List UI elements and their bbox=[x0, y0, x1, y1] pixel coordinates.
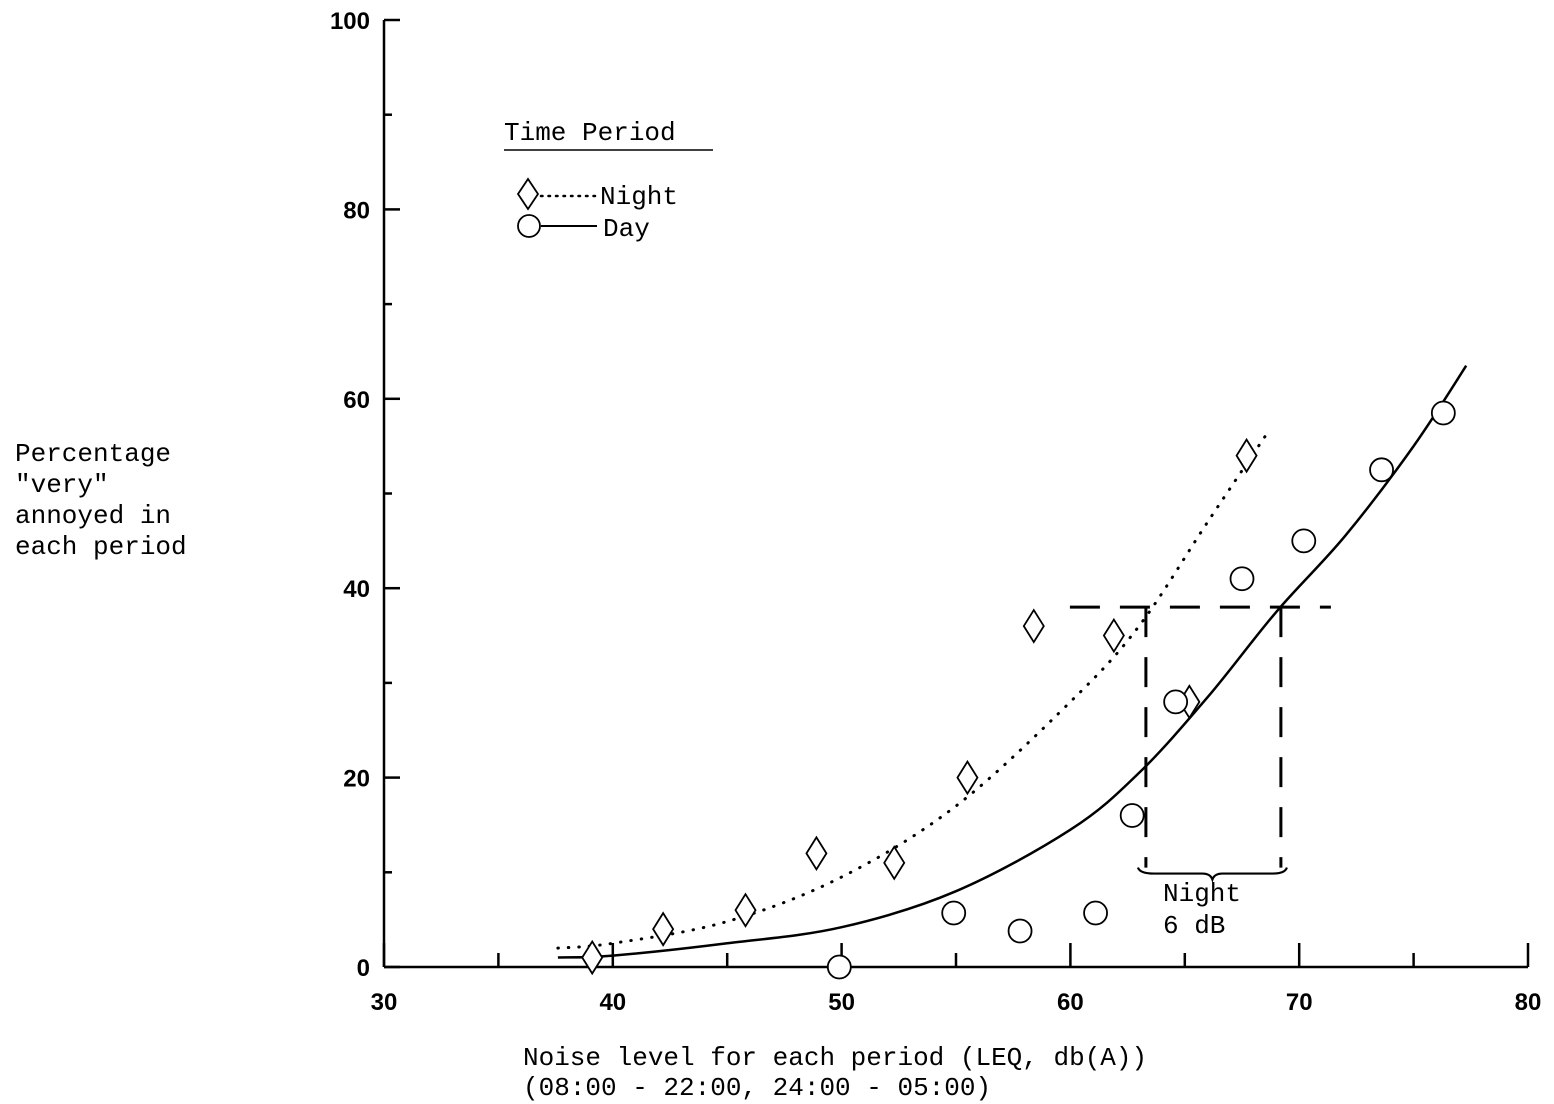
y-tick-label: 0 bbox=[357, 955, 370, 982]
fit-lines bbox=[556, 365, 1468, 959]
legend-title: Time Period bbox=[504, 118, 676, 148]
day-point bbox=[1007, 918, 1033, 944]
annotation-label-line: Night bbox=[1163, 879, 1241, 909]
x-tick-label: 70 bbox=[1286, 989, 1313, 1016]
annotation-label: Night 6 dB bbox=[1163, 879, 1257, 941]
y-tick-label: 80 bbox=[343, 197, 370, 224]
x-axis-label-line: Noise level for each period (LEQ, db(A)) bbox=[523, 1043, 1147, 1073]
data-markers bbox=[581, 400, 1456, 980]
y-tick-label: 60 bbox=[343, 387, 370, 414]
x-tick-label: 60 bbox=[1057, 989, 1084, 1016]
night-point bbox=[883, 845, 906, 881]
legend-night-label: Night bbox=[600, 182, 678, 212]
day-point bbox=[1369, 457, 1394, 483]
y-axis-label-line: "very" bbox=[15, 470, 109, 500]
ticks bbox=[382, 18, 1530, 969]
night-point bbox=[581, 939, 604, 976]
y-axis-label-line: each period bbox=[15, 532, 187, 562]
annotation-bracket bbox=[1069, 605, 1331, 884]
night-point bbox=[1235, 437, 1258, 474]
day-point bbox=[1163, 689, 1189, 715]
tick-labels: 30 40 50 60 70 80 0 20 40 60 80 100 bbox=[330, 8, 1541, 1016]
day-fit-line bbox=[557, 365, 1468, 959]
day-point bbox=[826, 954, 852, 980]
x-tick-label: 40 bbox=[599, 989, 626, 1016]
night-point bbox=[956, 759, 979, 796]
day-point bbox=[1229, 566, 1255, 592]
annotation-brace bbox=[1136, 867, 1288, 884]
night-point bbox=[805, 835, 828, 872]
y-axis-label-line: Percentage bbox=[15, 439, 171, 469]
day-point bbox=[1291, 528, 1317, 554]
y-axis-label: Percentage "very" annoyed in each period bbox=[15, 439, 187, 562]
night-point bbox=[652, 911, 675, 947]
night-point bbox=[1102, 617, 1125, 654]
x-tick-label: 30 bbox=[371, 989, 398, 1016]
y-tick-label: 40 bbox=[343, 576, 370, 603]
day-point bbox=[941, 900, 967, 926]
legend-day-circle-icon bbox=[517, 214, 541, 238]
x-tick-label: 50 bbox=[828, 989, 855, 1016]
day-point bbox=[1119, 803, 1145, 828]
y-tick-label: 100 bbox=[330, 8, 370, 35]
annotation-label-line: 6 dB bbox=[1163, 911, 1225, 941]
x-tick-label: 80 bbox=[1515, 989, 1542, 1016]
legend: Time Period Night Day bbox=[504, 118, 713, 244]
legend-day-label: Day bbox=[603, 214, 650, 244]
day-point bbox=[1430, 400, 1456, 426]
x-axis-label-line: (08:00 - 22:00, 24:00 - 05:00) bbox=[523, 1073, 991, 1103]
y-axis-label-line: annoyed in bbox=[15, 501, 171, 531]
legend-night-diamond-icon bbox=[516, 177, 540, 211]
day-point bbox=[1083, 900, 1108, 926]
y-tick-label: 20 bbox=[343, 766, 370, 793]
night-point bbox=[734, 892, 757, 928]
x-axis-label: Noise level for each period (LEQ, db(A))… bbox=[523, 1043, 1163, 1103]
night-fit-line bbox=[556, 435, 1267, 950]
night-point bbox=[1022, 608, 1045, 644]
